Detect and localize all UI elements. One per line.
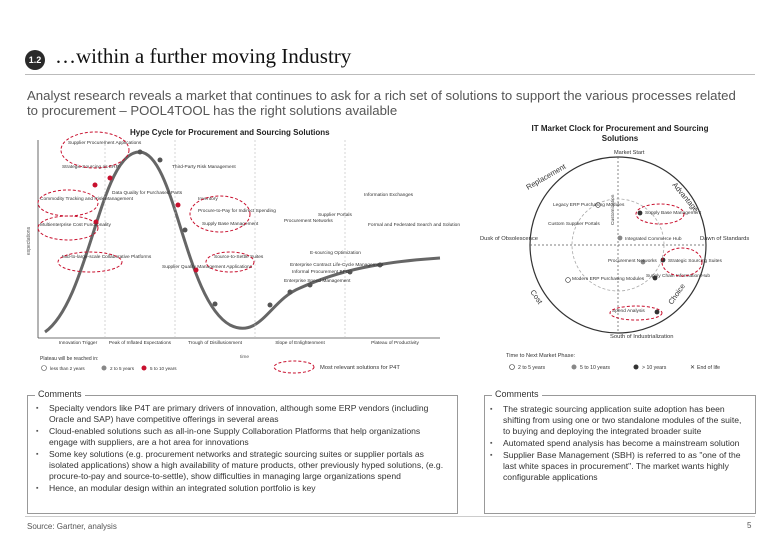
hype-curve xyxy=(44,150,441,334)
hype-point-labels: Supplier Procurement Applications Strate… xyxy=(40,140,460,284)
left-comments-list: Specialty vendors like P4T are primary d… xyxy=(36,403,448,495)
hc-relevant-label: Most relevant solutions for P4T xyxy=(320,365,400,371)
left-bullet-3: Hence, an modular design within an integ… xyxy=(36,483,448,494)
right-comments-heading: Comments xyxy=(492,389,542,399)
hype-cycle-title: Hype Cycle for Procurement and Sourcing … xyxy=(130,128,330,137)
hc-phase-1: Peak of Inflated Expectations xyxy=(109,340,172,346)
mc-item-0: Legacy ERP Purchasing Modules xyxy=(553,202,625,208)
left-bullet-0: Specialty vendors like P4T are primary d… xyxy=(36,403,448,425)
mc-legend-title: Time to Next Market Phase: xyxy=(506,353,576,359)
mc-item-5: Procurement Networks xyxy=(608,258,657,264)
footer-divider xyxy=(25,516,755,517)
svg-text:2 to 5 years: 2 to 5 years xyxy=(518,365,546,371)
hc-label-10: Information Exchanges xyxy=(364,192,414,198)
market-clock-title: IT Market Clock for Procurement and Sour… xyxy=(531,124,709,143)
left-bullet-2: Some key solutions (e.g. procurement net… xyxy=(36,449,448,482)
page-subtitle: Analyst research reveals a market that c… xyxy=(27,88,736,118)
clock-replacement: Replacement xyxy=(525,161,569,191)
left-comments-box xyxy=(27,395,458,514)
hc-label-12: Formal and Federated Search and Solution xyxy=(368,222,460,228)
hype-points xyxy=(92,149,383,308)
mc-legend: 2 to 5 years 5 to 10 years > 10 years ✕ … xyxy=(509,364,720,371)
page-title: …within a further moving Industry xyxy=(55,44,352,68)
hc-phase-2: Trough of Disillusionment xyxy=(188,340,243,346)
hc-relevant-outlines xyxy=(37,131,255,273)
mc-item-8: Spend Analysis xyxy=(612,308,645,314)
hc-plateau-label: Plateau will be reached in: xyxy=(40,356,98,362)
hc-label-6: Inventory xyxy=(198,196,218,202)
mc-item-1: Custom Supplier Portals xyxy=(548,221,600,227)
hc-label-5: Third-Party Risk Management xyxy=(172,164,236,170)
hc-label-2: Commodity Tracking and Risk Management xyxy=(40,196,134,202)
title-divider xyxy=(25,74,755,75)
mc-item-6: Modern ERP Purchasing Modules xyxy=(572,276,645,282)
hc-label-18: Source-to-Settle Suites xyxy=(214,254,264,260)
hc-label-9: Procurement Networks xyxy=(284,218,333,224)
clock-customization: Customization xyxy=(610,194,616,225)
svg-text:> 10 years: > 10 years xyxy=(642,365,667,371)
source-note: Source: Gartner, analysis xyxy=(27,522,117,531)
mc-relevant-outlines xyxy=(609,203,703,321)
hc-time-label: time xyxy=(240,354,249,360)
left-comments-heading: Comments xyxy=(35,389,85,399)
svg-text:5 to 10 years: 5 to 10 years xyxy=(580,365,610,371)
clock-market-start: Market Start xyxy=(614,150,645,156)
svg-text:5 to 10 years: 5 to 10 years xyxy=(150,366,177,371)
hc-label-16: Enterprise Spend Management xyxy=(284,278,351,284)
hc-yaxis-label: expectations xyxy=(26,226,32,255)
page-number: 5 xyxy=(747,521,752,530)
hc-label-13: E-sourcing Optimization xyxy=(310,250,361,256)
right-bullet-1: Automated spend analysis has become a ma… xyxy=(490,438,748,449)
hc-label-8: Supply Base Management xyxy=(202,221,259,227)
right-comments-box xyxy=(484,395,756,514)
hc-phase-labels: Innovation Trigger Peak of Inflated Expe… xyxy=(59,340,420,346)
clock-advantage: Advantage xyxy=(670,181,700,214)
mc-item-2: Supply Base Management xyxy=(645,210,702,216)
hc-label-14: Enterprise Contract Life-Cycle Managemen… xyxy=(290,262,384,268)
clock-dawn: Dawn of Standards xyxy=(700,236,749,242)
hc-phase-4: Plateau of Productivity xyxy=(371,340,419,346)
hc-label-11: Supplier Portals xyxy=(318,212,352,218)
clock-axes xyxy=(530,157,706,333)
mc-item-3: Integrated Commerce Hub xyxy=(625,236,682,242)
section-badge: 1.2 xyxy=(25,50,45,70)
mc-item-4: Strategic Sourcing Suites xyxy=(668,258,722,264)
hc-label-3: Multienterprise Cost Functionality xyxy=(40,222,112,228)
clock-south: South of Industrialization xyxy=(610,334,673,340)
right-comments-list: The strategic sourcing application suite… xyxy=(490,404,748,484)
hc-label-19: Supplier Quality Management Applications xyxy=(162,264,253,270)
hc-label-7: Procure-to-Pay for Indirect Spending xyxy=(198,208,276,214)
svg-text:✕: ✕ xyxy=(690,365,695,371)
hc-label-17: Mid-to-large-scale Collaborative Platfor… xyxy=(62,254,152,260)
right-bullet-0: The strategic sourcing application suite… xyxy=(490,404,748,437)
clock-dusk: Dusk of Obsolescence xyxy=(480,236,538,242)
svg-text:2 to 5 years: 2 to 5 years xyxy=(110,366,135,371)
hc-label-4: Data Quality for Purchased Parts xyxy=(112,190,183,196)
hc-legend: less than 2 years 2 to 5 years 5 to 10 y… xyxy=(41,365,177,371)
hc-phase-0: Innovation Trigger xyxy=(59,340,98,346)
svg-text:End of life: End of life xyxy=(697,365,720,371)
right-bullet-2: Supplier Base Management (SBH) is referr… xyxy=(490,450,748,483)
left-bullet-1: Cloud-enabled solutions such as all-in-o… xyxy=(36,426,448,448)
svg-text:less than 2 years: less than 2 years xyxy=(50,366,85,371)
hc-label-0: Supplier Procurement Applications xyxy=(68,140,142,146)
hc-label-1: Strategic Sourcing as ERP xyxy=(62,164,119,170)
hc-relevant-legend-icon xyxy=(273,360,315,374)
hc-label-15: Informal Procurement BPO xyxy=(292,269,350,275)
hc-phase-3: Slope of Enlightenment xyxy=(275,340,325,346)
phase-dividers xyxy=(104,140,346,338)
